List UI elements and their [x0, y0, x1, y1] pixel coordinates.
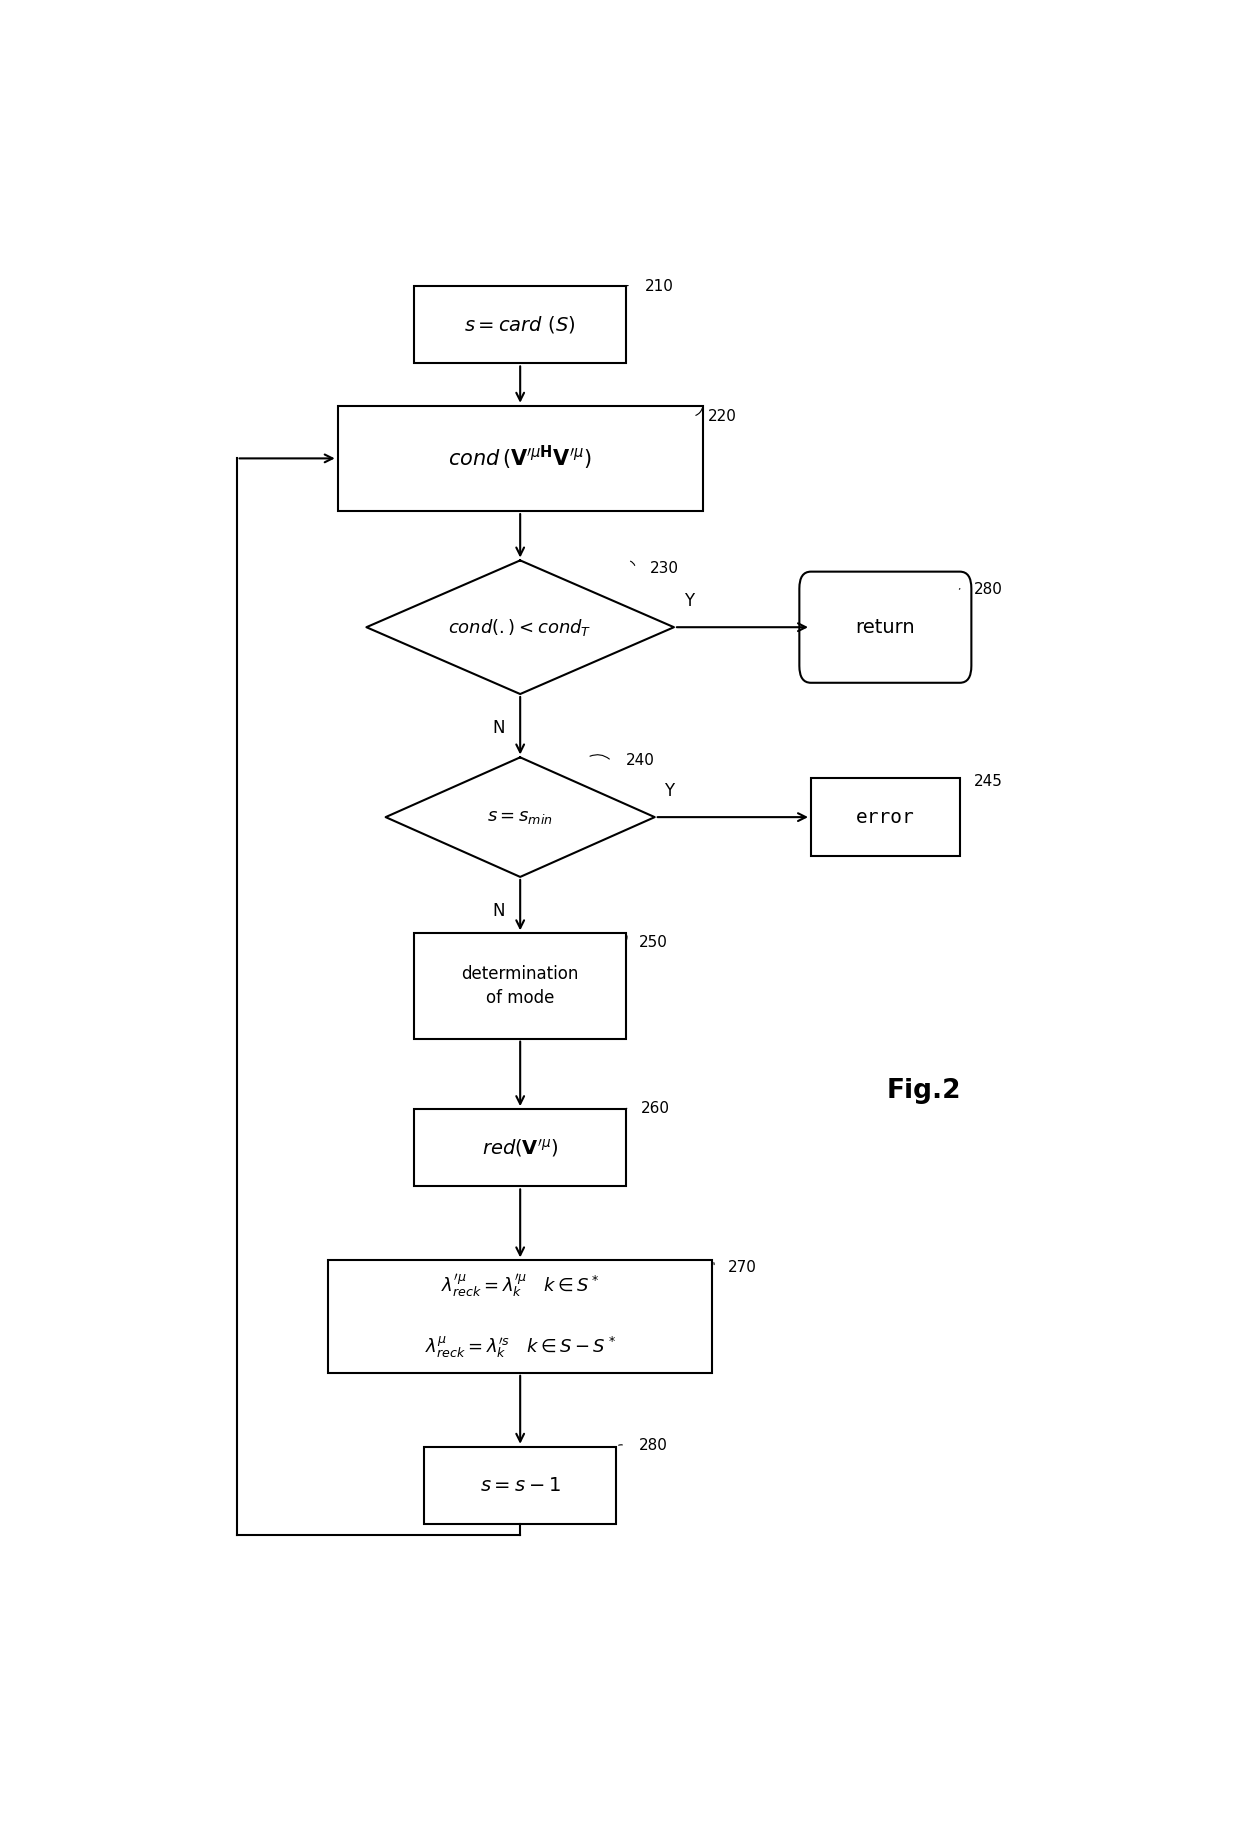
Text: 280: 280	[973, 581, 1003, 597]
Bar	[414, 1109, 626, 1186]
Text: N: N	[492, 903, 505, 921]
Text: 220: 220	[708, 409, 737, 424]
Text: $s=s_{min}$: $s=s_{min}$	[487, 808, 553, 826]
Text: determination
of mode: determination of mode	[461, 965, 579, 1007]
Text: 230: 230	[650, 561, 680, 576]
Text: Y: Y	[683, 592, 693, 610]
Text: 260: 260	[641, 1102, 671, 1116]
Text: 250: 250	[640, 935, 668, 950]
Bar	[424, 1447, 616, 1524]
FancyBboxPatch shape	[800, 572, 971, 683]
Text: return: return	[856, 618, 915, 636]
Bar	[811, 778, 960, 855]
Bar	[414, 934, 626, 1040]
Text: $s = card\ (S)$: $s = card\ (S)$	[465, 314, 575, 334]
Text: $cond\,\left(\mathbf{V}^{\prime\mu\mathbf{H}}\mathbf{V}^{\prime\mu}\right)$: $cond\,\left(\mathbf{V}^{\prime\mu\mathb…	[449, 444, 591, 473]
Text: Fig.2: Fig.2	[887, 1078, 961, 1105]
Text: N: N	[492, 720, 505, 738]
Text: Y: Y	[665, 782, 675, 800]
Text: 240: 240	[626, 753, 655, 769]
Bar	[327, 1261, 713, 1372]
Text: $red(\mathbf{V}^{\prime\mu})$: $red(\mathbf{V}^{\prime\mu})$	[482, 1136, 558, 1158]
Bar	[337, 406, 703, 512]
Bar	[414, 287, 626, 364]
Text: error: error	[856, 808, 915, 826]
Text: $\lambda_{reck}^{\mu}=\lambda_k^{\prime s}\quad k\in S-S^*$: $\lambda_{reck}^{\mu}=\lambda_k^{\prime …	[424, 1334, 616, 1361]
Text: $cond(.)<cond_T$: $cond(.)<cond_T$	[449, 618, 591, 638]
Text: 280: 280	[640, 1438, 668, 1454]
Text: 245: 245	[973, 775, 1003, 789]
Text: $s=s-1$: $s=s-1$	[480, 1476, 560, 1494]
Text: $\lambda_{reck}^{\prime\mu}=\lambda_k^{\prime\mu}\quad k\in S^*$: $\lambda_{reck}^{\prime\mu}=\lambda_k^{\…	[440, 1272, 600, 1299]
Text: 210: 210	[645, 280, 675, 294]
Text: 270: 270	[728, 1261, 756, 1275]
